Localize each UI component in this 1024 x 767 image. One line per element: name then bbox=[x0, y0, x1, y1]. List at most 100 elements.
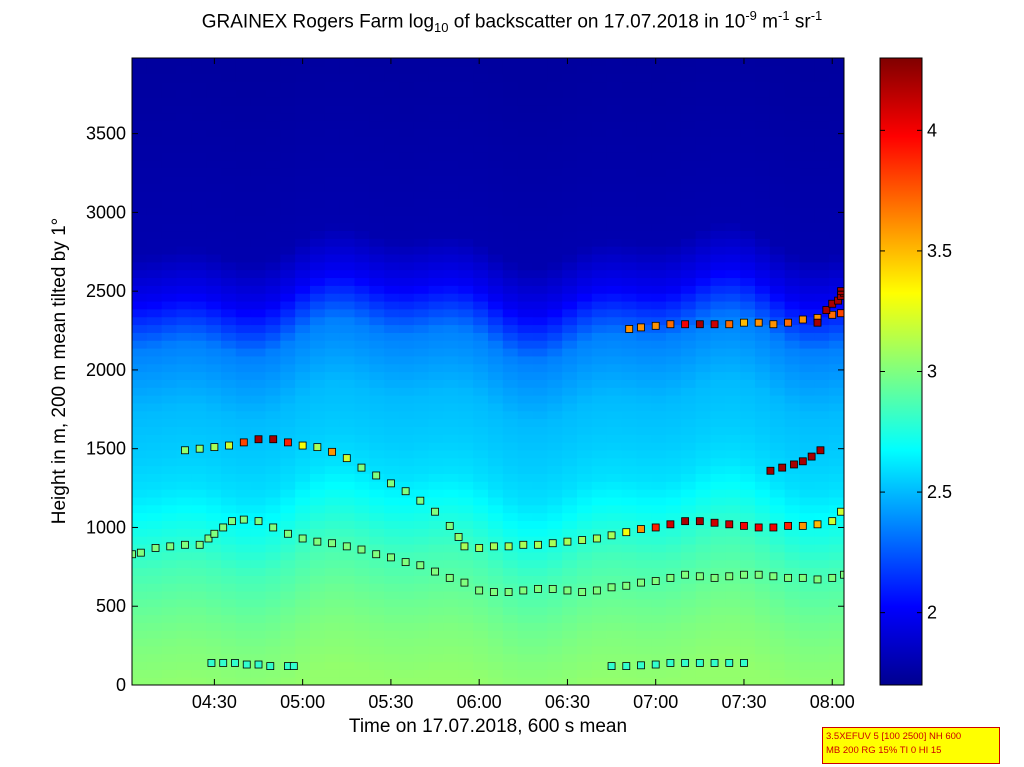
heatmap-cell bbox=[517, 340, 534, 349]
heatmap-cell bbox=[161, 277, 178, 286]
heatmap-cell bbox=[310, 191, 326, 200]
heatmap-cell bbox=[443, 598, 459, 608]
heatmap-cell bbox=[280, 81, 296, 90]
heatmap-cell bbox=[310, 489, 326, 498]
heatmap-cell bbox=[369, 81, 385, 90]
heatmap-cell bbox=[488, 214, 504, 224]
heatmap-cell bbox=[666, 112, 682, 122]
heatmap-cell bbox=[755, 285, 771, 294]
heatmap-cell bbox=[161, 191, 178, 200]
heatmap-cell bbox=[339, 316, 356, 326]
heatmap-cell bbox=[399, 426, 415, 435]
heatmap-cell bbox=[517, 128, 534, 137]
y-tick-label: 1000 bbox=[86, 517, 126, 537]
heatmap-cell bbox=[799, 144, 815, 153]
colorbar-tick-label: 3 bbox=[927, 362, 937, 382]
heatmap-cell bbox=[695, 457, 712, 467]
heatmap-cell bbox=[784, 614, 801, 623]
heatmap-cell bbox=[458, 316, 474, 326]
heatmap-cell bbox=[814, 637, 830, 647]
heatmap-cell bbox=[621, 238, 637, 247]
heatmap-cell bbox=[755, 214, 771, 224]
layer-marker bbox=[387, 553, 395, 562]
heatmap-cell bbox=[324, 465, 341, 474]
heatmap-cell bbox=[769, 152, 786, 161]
heatmap-cell bbox=[428, 645, 445, 655]
heatmap-cell bbox=[384, 590, 400, 600]
heatmap-cell bbox=[621, 136, 637, 145]
heatmap-cell bbox=[265, 355, 281, 365]
heatmap-cell bbox=[428, 363, 445, 373]
heatmap-cell bbox=[562, 496, 578, 506]
heatmap-cell bbox=[191, 230, 207, 239]
heatmap-cell bbox=[725, 285, 741, 294]
heatmap-cell bbox=[740, 489, 756, 498]
heatmap-cell bbox=[265, 677, 281, 685]
heatmap-cell bbox=[221, 583, 237, 592]
heatmap-cell bbox=[250, 528, 267, 537]
heatmap-cell bbox=[666, 434, 682, 443]
heatmap-cell bbox=[176, 175, 192, 184]
heatmap-cell bbox=[265, 316, 281, 326]
heatmap-cell bbox=[250, 410, 267, 420]
heatmap-cell bbox=[176, 473, 192, 482]
heatmap-cell bbox=[710, 159, 726, 169]
heatmap-cell bbox=[413, 379, 430, 388]
heatmap-cell bbox=[206, 536, 222, 545]
heatmap-cell bbox=[206, 230, 222, 239]
heatmap-cell bbox=[769, 347, 786, 357]
heatmap-cell bbox=[591, 575, 608, 584]
heatmap-cell bbox=[146, 269, 163, 279]
heatmap-cell bbox=[250, 293, 267, 302]
heatmap-cell bbox=[829, 112, 844, 122]
heatmap-cell bbox=[606, 300, 623, 310]
heatmap-cell bbox=[161, 410, 178, 420]
heatmap-cell bbox=[324, 222, 341, 232]
heatmap-cell bbox=[695, 120, 712, 130]
heatmap-cell bbox=[176, 230, 192, 239]
heatmap-cell bbox=[265, 481, 281, 490]
heatmap-cell bbox=[829, 677, 844, 685]
heatmap-cell bbox=[651, 120, 667, 130]
heatmap-cell bbox=[384, 73, 400, 83]
heatmap-cell bbox=[517, 434, 534, 443]
heatmap-cell bbox=[176, 89, 192, 98]
heatmap-cell bbox=[562, 481, 578, 490]
heatmap-cell bbox=[532, 645, 548, 655]
heatmap-cell bbox=[666, 371, 682, 380]
heatmap-cell bbox=[458, 442, 474, 451]
heatmap-cell bbox=[399, 128, 415, 137]
heatmap-cell bbox=[502, 630, 519, 639]
heatmap-cell bbox=[680, 332, 697, 341]
heatmap-cell bbox=[547, 73, 563, 83]
heatmap-cell bbox=[428, 120, 445, 130]
heatmap-cell bbox=[784, 669, 801, 678]
heatmap-cell bbox=[473, 418, 489, 427]
heatmap-cell bbox=[339, 340, 356, 349]
heatmap-cell bbox=[562, 214, 578, 224]
y-tick-label: 0 bbox=[116, 675, 126, 695]
heatmap-cell bbox=[547, 105, 563, 114]
heatmap-cell bbox=[235, 551, 252, 561]
heatmap-cell bbox=[829, 559, 844, 569]
heatmap-cell bbox=[161, 614, 178, 623]
heatmap-cell bbox=[680, 669, 697, 678]
layer-marker bbox=[563, 537, 572, 546]
heatmap-cell bbox=[473, 598, 489, 608]
heatmap-cell bbox=[591, 387, 608, 396]
layer-marker bbox=[666, 320, 675, 329]
heatmap-cell bbox=[695, 418, 712, 427]
heatmap-cell bbox=[725, 58, 741, 67]
heatmap-cell bbox=[591, 144, 608, 153]
heatmap-cell bbox=[532, 324, 548, 333]
heatmap-cell bbox=[502, 120, 519, 130]
heatmap-cell bbox=[740, 183, 756, 192]
heatmap-cell bbox=[354, 308, 370, 318]
heatmap-cell bbox=[176, 622, 192, 631]
heatmap-cell bbox=[829, 590, 844, 600]
heatmap-cell bbox=[473, 465, 489, 474]
heatmap-cell bbox=[428, 481, 445, 490]
heatmap-cell bbox=[695, 559, 712, 569]
heatmap-cell bbox=[235, 285, 252, 294]
layer-marker bbox=[254, 517, 263, 526]
